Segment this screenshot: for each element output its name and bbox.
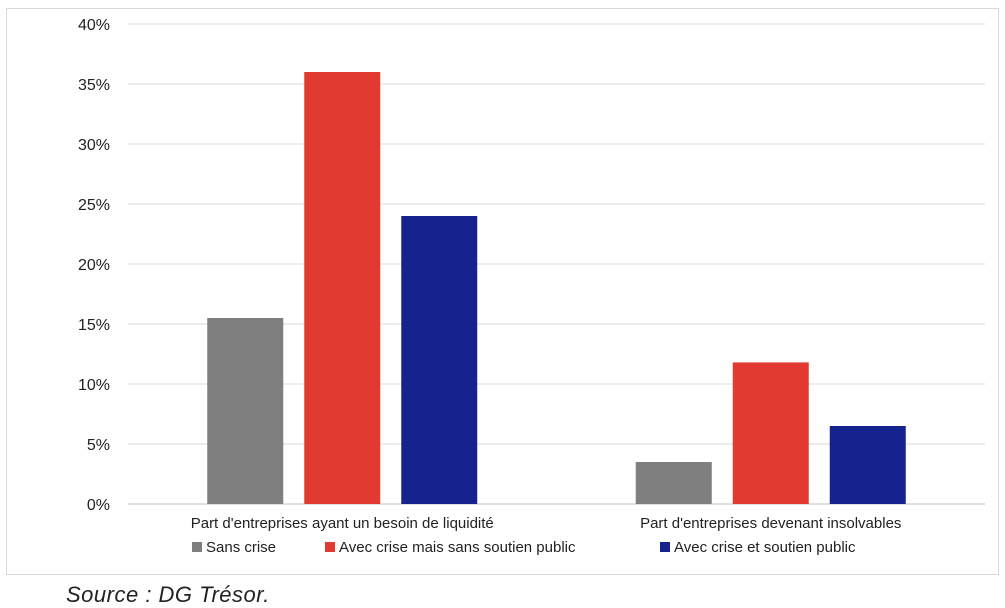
legend-swatch	[325, 542, 335, 552]
source-note: Source : DG Trésor.	[66, 582, 270, 607]
chart-frame	[6, 8, 999, 575]
y-tick-label: 25%	[78, 197, 110, 214]
y-tick-label: 35%	[78, 77, 110, 94]
legend-swatch	[660, 542, 670, 552]
y-tick-label: 40%	[78, 17, 110, 34]
y-tick-label: 30%	[78, 137, 110, 154]
y-tick-label: 10%	[78, 377, 110, 394]
y-tick-label: 15%	[78, 317, 110, 334]
y-tick-label: 0%	[87, 497, 110, 514]
legend-label: Avec crise et soutien public	[674, 539, 856, 556]
bar	[304, 72, 381, 504]
bar	[829, 426, 906, 504]
bar	[401, 216, 478, 504]
bar	[732, 362, 809, 504]
legend-label: Sans crise	[206, 539, 276, 556]
y-tick-label: 5%	[87, 437, 110, 454]
legend-swatch	[192, 542, 202, 552]
bar-chart: 0% 5% 10% 15% 20% 25% 30% 35% 40% Part d'entrepri…	[78, 17, 985, 556]
category-label: Part d'entreprises ayant un besoin de li…	[191, 515, 494, 532]
category-label: Part d'entreprises devenant insolvables	[640, 515, 901, 532]
bar	[207, 318, 284, 504]
y-tick-label: 20%	[78, 257, 110, 274]
legend-label: Avec crise mais sans soutien public	[339, 539, 576, 556]
bar	[635, 462, 712, 504]
